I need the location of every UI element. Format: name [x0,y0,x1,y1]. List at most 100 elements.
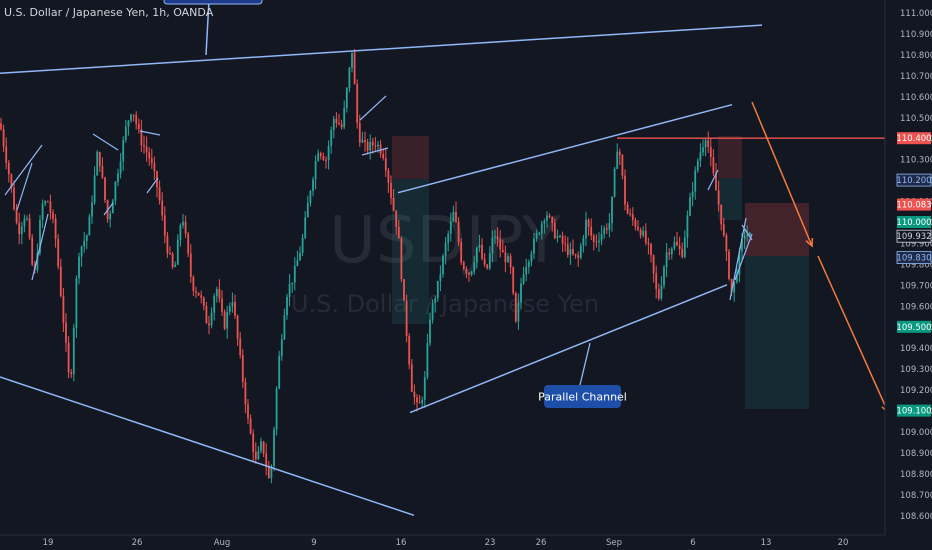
pattern-line [707,169,719,191]
candle-body [200,295,203,298]
candle-body [345,88,348,108]
candle-body [59,266,62,296]
candle-body [603,228,606,234]
candle-body [280,339,283,356]
candle-body [618,151,621,156]
candle-body [140,129,143,146]
candle-body [208,323,210,326]
candle-body [676,241,678,246]
candle-body [668,252,671,255]
candle-body [410,364,413,392]
trendline-channel-bottom[interactable] [409,284,728,414]
candle-body [421,399,424,404]
candle-body [413,391,416,398]
price-label-text: 110.000 [896,218,931,228]
candle-body [574,253,577,256]
trendline-upper-long[interactable] [0,24,763,75]
candle-body [644,230,647,243]
candle-body [96,151,99,176]
candle-body [429,319,431,344]
candle-body [709,146,712,158]
candle-body [720,204,723,225]
trendline-lower-long[interactable] [0,376,415,517]
candle-body [169,253,171,255]
time-tick-label: 9 [311,538,316,548]
candle-body [330,130,333,146]
candle-body [26,218,28,220]
candle-body [494,236,496,238]
candle-body [28,218,31,238]
candle-body [145,146,148,153]
candle-body [486,264,489,269]
candle-body [605,228,608,230]
candle-body [439,274,442,281]
candle-body [93,175,96,203]
candle-body [98,151,101,167]
pattern-line [734,233,753,281]
price-tick-label: 110.700 [900,72,932,82]
candle-body [101,166,104,178]
candle-body [130,114,132,121]
candle-body [681,248,684,257]
price-tick-label: 108.700 [900,491,932,501]
price-label-box [896,251,932,265]
candle-body [124,126,127,140]
candle-body [182,221,184,226]
candle-body [67,342,70,373]
candle-body [117,173,119,182]
price-label-text: 110.083 [896,201,931,211]
candle-body [626,204,629,214]
candle-body [496,236,499,240]
candle-body [395,210,398,227]
pattern-line [359,95,387,121]
time-tick-label: 26 [536,538,547,548]
candle-body [187,233,190,254]
candle-body [488,253,491,269]
candle-body [655,273,658,289]
candle-body [353,52,356,85]
candle-body [127,120,130,127]
candle-body [275,388,278,430]
candle-body [416,397,418,403]
candle-body [291,282,294,285]
candle-body [392,198,395,211]
candle-body [390,182,392,198]
candle-body [254,452,257,460]
candle-body [358,122,361,143]
candle-body [104,177,106,201]
candle-body [457,221,460,242]
price-label-text: 109.932 [896,232,931,242]
candle-body [221,298,223,312]
candle-body [236,315,239,339]
candle-body [332,118,335,131]
candle-body [590,226,593,236]
price-label-box [896,229,932,243]
candle-body [449,221,452,234]
candle-body [44,201,47,204]
candle-body [556,236,559,238]
watermark-name: U.S. Dollar / Japanese Yen [291,290,599,318]
candle-body [192,276,195,291]
pattern-line [4,144,43,196]
price-tick-label: 110.900 [900,30,932,40]
price-tick-label: 110.500 [900,114,932,124]
channel-label-box [544,385,621,408]
candle-body [288,284,291,297]
candle-body [176,239,179,265]
candle-body [746,235,749,237]
candle-body [722,224,725,236]
candle-body [197,292,200,296]
candle-body [348,67,351,89]
price-tick-label: 108.600 [900,512,932,522]
candle-body [88,216,91,236]
candle-body [85,235,88,241]
candle-body [205,306,208,324]
price-label-text: 109.830 [896,254,931,264]
trendline-channel-top[interactable] [397,103,733,194]
candle-body [249,418,252,434]
price-tick-label: 109.700 [900,281,932,291]
candle-body [286,297,288,316]
candle-body [174,264,177,268]
candle-body [611,196,613,224]
